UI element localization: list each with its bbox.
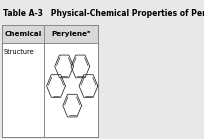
Text: Structure: Structure [3,49,34,55]
Bar [2,25,98,137]
Bar [2,25,98,43]
Text: Table A-3   Physical-Chemical Properties of Perylene and Ca: Table A-3 Physical-Chemical Properties o… [3,9,204,18]
Text: Peryleneᵃ: Peryleneᵃ [52,31,91,37]
Text: Chemical: Chemical [4,31,42,37]
